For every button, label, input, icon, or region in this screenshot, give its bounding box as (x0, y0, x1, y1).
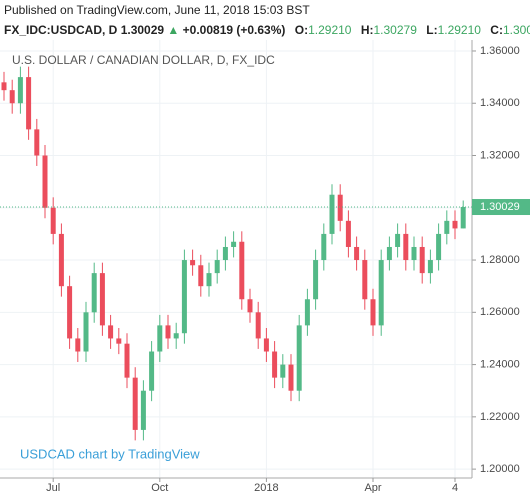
candle-body (427, 260, 433, 274)
candle-body (157, 325, 163, 352)
candle-body (247, 299, 253, 313)
candle-body (321, 233, 327, 261)
value: 1.29210 (437, 23, 481, 37)
candle-body (214, 260, 220, 274)
candle-body (296, 325, 302, 391)
candle-body (313, 260, 319, 300)
candle-body (58, 233, 64, 287)
candle-body (34, 129, 40, 156)
candle-body (1, 82, 7, 91)
candle-body (288, 364, 294, 391)
published: Published on TradingView.com, June 11, 2… (4, 3, 310, 17)
y-tick-label: 1.26000 (480, 306, 520, 318)
last-price-label: 1.30029 (480, 201, 520, 213)
candle-body (181, 260, 187, 334)
x-tick-label: Apr (364, 482, 381, 493)
candle-body (452, 220, 458, 229)
candle-body (140, 390, 146, 430)
chart-title: U.S. DOLLAR / CANADIAN DOLLAR, D, FX_IDC (12, 53, 275, 67)
x-tick-label: Jul (46, 482, 60, 493)
candle-body (198, 265, 204, 287)
x-tick-label: 4 (452, 482, 458, 493)
value: 1.29210 (308, 23, 352, 37)
candle-body (42, 155, 48, 208)
candle-body (460, 207, 466, 229)
candle-body (419, 246, 425, 274)
grid (0, 40, 472, 478)
watermark: USDCAD chart by TradingView (20, 446, 200, 461)
label: C: (490, 23, 503, 37)
candle-body (83, 312, 89, 352)
value: 1.30029 (502, 23, 530, 37)
candle-body (304, 299, 310, 326)
candle-body (50, 207, 56, 234)
candle-body (329, 194, 335, 234)
y-tick-label: 1.24000 (480, 358, 520, 370)
y-tick-label: 1.32000 (480, 149, 520, 161)
last: 1.30029 (120, 23, 165, 37)
arrow: ▲ (167, 23, 180, 37)
y-tick-label: 1.36000 (480, 45, 520, 57)
y-tick-label: 1.28000 (480, 254, 520, 266)
candle-body (378, 260, 384, 326)
candle-body (124, 343, 130, 378)
candle-body (444, 220, 450, 234)
candle-body (17, 77, 23, 104)
candle-body (354, 246, 360, 261)
candle-body (362, 260, 368, 300)
candle-body (165, 325, 171, 339)
label: H: (360, 23, 374, 37)
candle-body (272, 351, 278, 378)
candle-body (222, 246, 228, 261)
candle-body (386, 246, 392, 261)
candle-body (337, 194, 343, 221)
candle-body (411, 246, 417, 261)
candle-body (75, 338, 81, 352)
candle-body (116, 338, 122, 344)
candle-body (403, 233, 409, 261)
candle-body (132, 377, 138, 430)
label: L: (426, 23, 438, 37)
candle-body (9, 90, 15, 104)
candle-body (26, 77, 32, 130)
symbol: FX_IDC:USDCAD, D (4, 23, 118, 37)
candle-body (231, 241, 237, 247)
candle-body (395, 233, 401, 247)
candle-body (67, 286, 73, 339)
candle-body (263, 338, 269, 352)
change: +0.00819 (+0.63%) (182, 23, 286, 37)
y-tick-label: 1.34000 (480, 97, 520, 109)
candle-body (173, 333, 179, 339)
symbol-line: FX_IDC:USDCAD, D 1.30029 ▲ +0.00819 (+0.… (4, 23, 530, 37)
candle-body (108, 325, 114, 339)
last-price-box (472, 199, 530, 216)
y-tick-label: 1.22000 (480, 411, 520, 423)
candle-body (255, 312, 261, 339)
x-tick-label: Oct (151, 482, 168, 493)
candle-body (149, 351, 155, 391)
value: 1.30279 (373, 23, 417, 37)
candle-body (436, 233, 442, 261)
candle-body (345, 220, 351, 247)
y-tick-label: 1.20000 (480, 463, 520, 475)
candle-body (206, 273, 212, 287)
candle-body (370, 299, 376, 326)
candle-body (91, 273, 97, 313)
x-tick-label: 2018 (254, 482, 278, 493)
label: O: (294, 23, 309, 37)
candle-body (239, 241, 245, 300)
candle-body (99, 273, 105, 326)
candle-body (190, 260, 196, 266)
candle-body (280, 364, 286, 378)
